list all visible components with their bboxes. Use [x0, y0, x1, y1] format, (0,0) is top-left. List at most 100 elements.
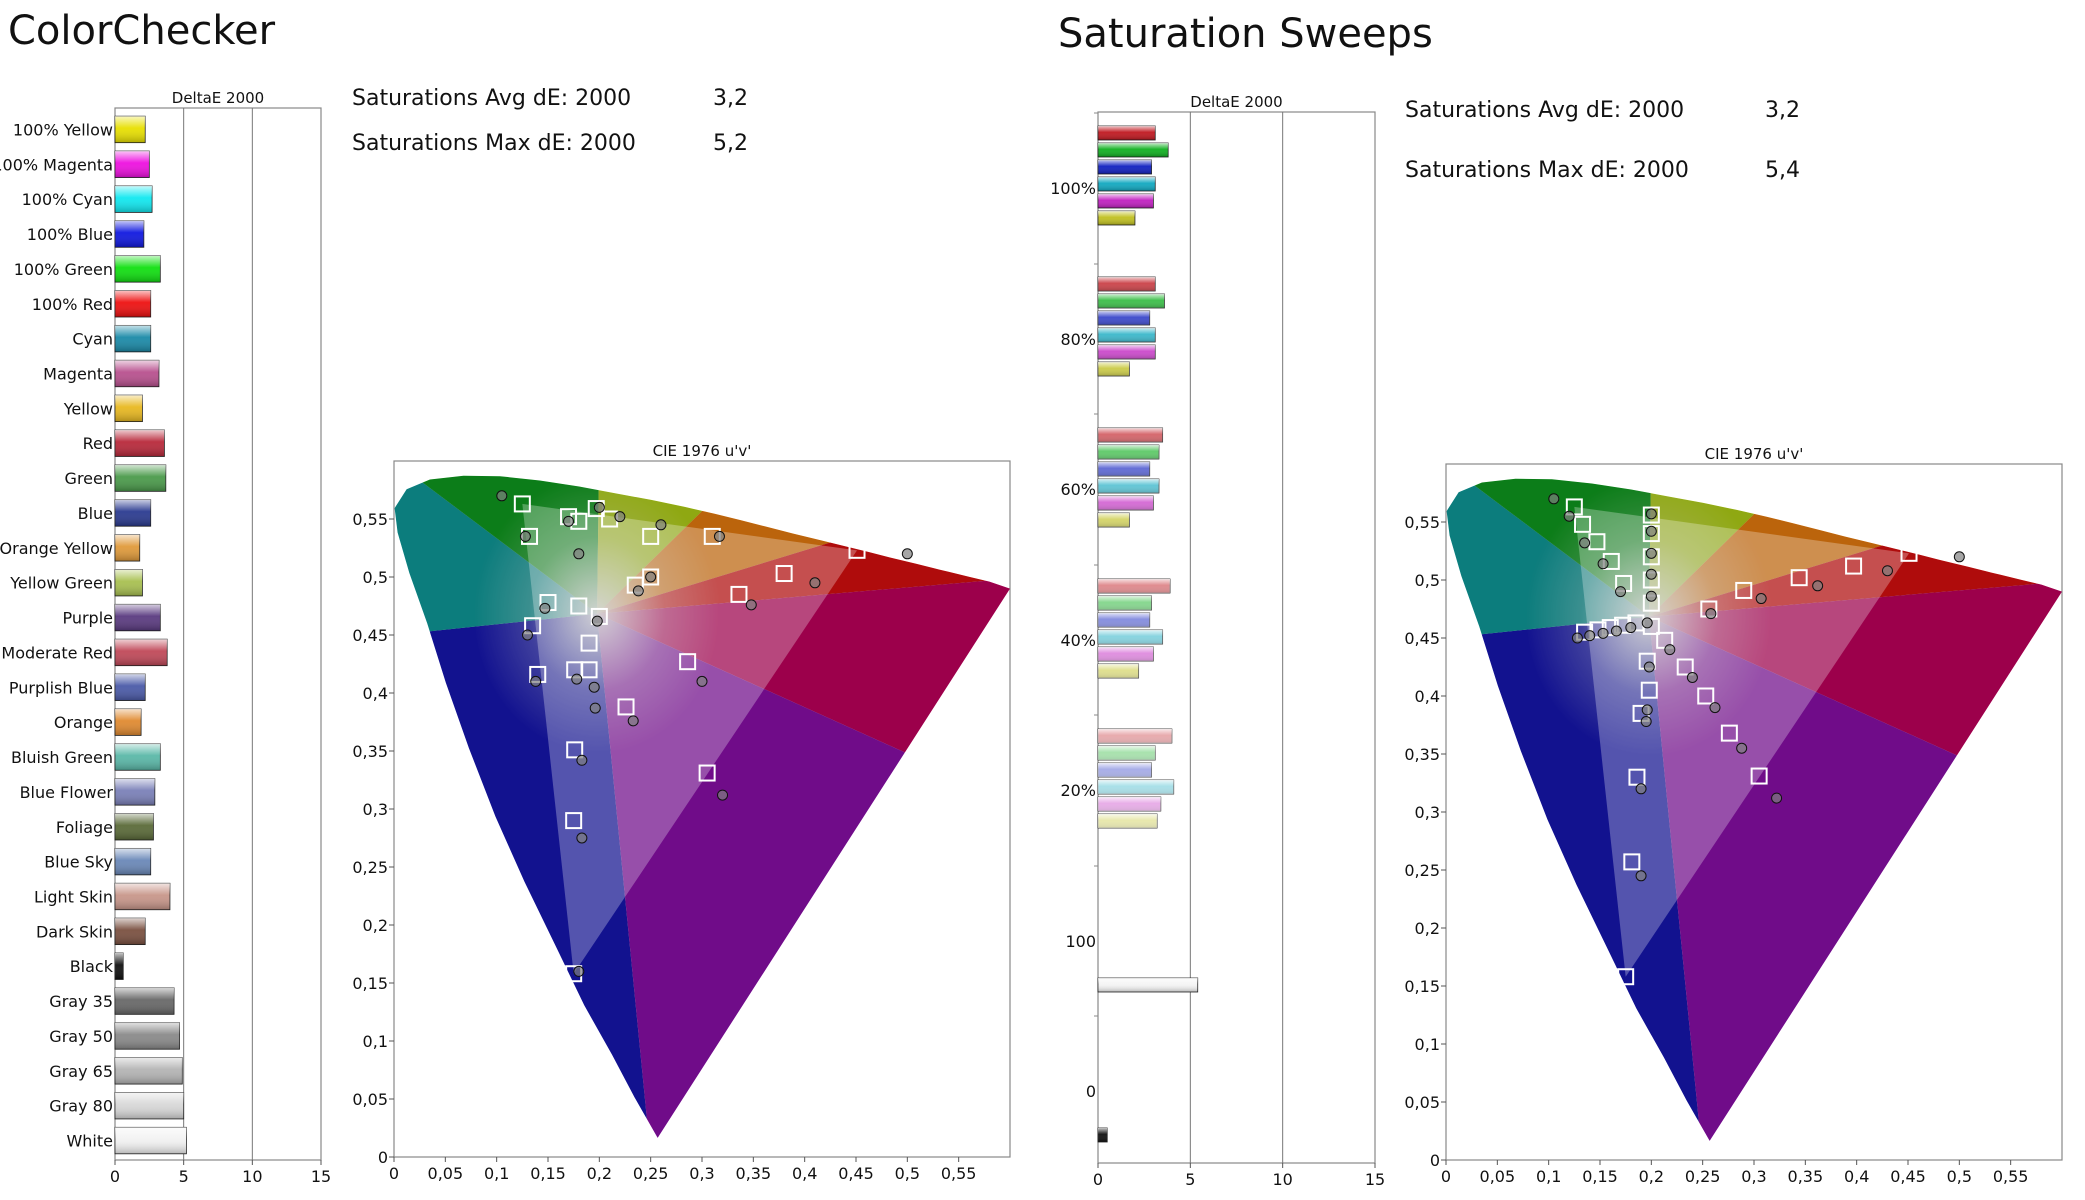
bar-orange-yellow-gloss — [115, 534, 140, 562]
category-label: Gray 50 — [49, 1027, 113, 1046]
bar-gray-80-gloss — [115, 1092, 184, 1119]
measured-circle-marker — [1645, 508, 1657, 520]
target-square-marker — [1623, 853, 1641, 871]
bar-100-red-gloss — [115, 290, 151, 318]
group-label: 20% — [1060, 781, 1096, 800]
measured-circle-marker — [588, 681, 600, 693]
cie-y-tick-label: 0,5 — [1415, 571, 1440, 590]
cie-y-tick-label: 0,05 — [352, 1090, 388, 1109]
stat-label: Saturations Avg dE: 2000 — [352, 86, 631, 111]
measured-circle-marker — [1953, 551, 1965, 563]
cie-y-tick-label: 0,2 — [363, 916, 388, 935]
group-label: 60% — [1060, 480, 1096, 499]
measured-circle-marker — [1736, 742, 1748, 754]
cie-x-tick-label: 0,1 — [484, 1164, 509, 1183]
measured-circle-marker — [1812, 580, 1824, 592]
stat-label: Saturations Avg dE: 2000 — [1405, 98, 1684, 123]
bar-chart-title: DeltaE 2000 — [1190, 93, 1282, 111]
stat-value: 3,2 — [713, 86, 748, 111]
cie-y-tick-label: 0,1 — [363, 1032, 388, 1051]
cie-x-tick-label: 0 — [1441, 1167, 1451, 1186]
category-label: 100% Green — [14, 260, 113, 279]
cie-x-tick-label: 0,25 — [633, 1164, 669, 1183]
bar-fade — [1098, 647, 1154, 661]
bar-fade — [1098, 445, 1159, 459]
bar-100-magenta-gloss — [115, 151, 150, 178]
bar-fade — [1098, 664, 1139, 678]
measured-circle-marker — [496, 490, 508, 502]
cie-y-tick-label: 0,2 — [1415, 919, 1440, 938]
measured-circle-marker — [614, 511, 626, 523]
measured-circle-marker — [632, 585, 644, 597]
bar-fade — [1098, 462, 1150, 476]
target-square-marker — [642, 568, 660, 586]
bar-purple-gloss — [115, 604, 161, 631]
bar-purplish-blue-gloss — [115, 674, 146, 701]
target-square-marker — [1735, 581, 1753, 599]
cie-x-tick-label: 0,4 — [1844, 1167, 1869, 1186]
category-label: Magenta — [43, 365, 113, 384]
cie-y-tick-label: 0,45 — [352, 626, 388, 645]
measured-circle-marker — [573, 548, 585, 560]
measured-circle-marker — [1645, 525, 1657, 537]
target-square-marker — [1900, 544, 1918, 562]
bar-fade — [1098, 513, 1130, 527]
sweep-bar-60pct-3-gloss — [1098, 462, 1150, 476]
bar-fade — [1098, 496, 1154, 510]
measured-circle-marker — [655, 519, 667, 531]
bar-white-gloss — [115, 1127, 187, 1154]
colorchecker-stats: Saturations Avg dE: 2000 3,2 Saturations M… — [352, 86, 748, 156]
colorchecker-title: ColorChecker — [8, 8, 276, 54]
measured-circle-marker — [1615, 586, 1627, 598]
category-label: Red — [83, 434, 113, 453]
cie-x-tick-label: 0,05 — [1480, 1167, 1516, 1186]
sweep-bar-100pct-4-gloss — [1098, 177, 1156, 191]
cie-y-tick-label: 0,55 — [1404, 513, 1440, 532]
cie-x-tick-label: 0,45 — [1890, 1167, 1926, 1186]
sweep-bar-40pct-1-gloss — [1098, 579, 1171, 593]
category-label: Gray 80 — [49, 1097, 113, 1116]
target-square-marker — [730, 585, 748, 603]
target-square-marker — [848, 541, 866, 559]
bar-x-tick-label: 0 — [110, 1167, 120, 1186]
cie-x-tick-label: 0,3 — [1741, 1167, 1766, 1186]
target-square-marker — [1697, 687, 1715, 705]
measured-circle-marker — [521, 629, 533, 641]
bar-gray-50-gloss — [115, 1022, 180, 1050]
cie-x-tick-label: 0,1 — [1536, 1167, 1561, 1186]
cie-color-sector — [1649, 616, 2062, 1141]
colorchecker-deltae-bar-chart: DeltaE 2000 0 5 10 15 100% Yellow 100% Magenta… — [0, 89, 331, 1186]
measured-circle-marker — [1709, 702, 1721, 714]
target-square-marker — [679, 653, 697, 671]
bar-fade — [1098, 763, 1152, 777]
measured-circle-marker — [539, 602, 551, 614]
stat-label: Saturations Max dE: 2000 — [1405, 158, 1689, 183]
sweep-bar-40pct-6-gloss — [1098, 664, 1139, 678]
measured-circle-marker — [1645, 547, 1657, 559]
measured-circle-marker — [1705, 608, 1717, 620]
cie-y-tick-label: 0,4 — [363, 684, 388, 703]
measured-circle-marker — [1645, 568, 1657, 580]
measured-circle-marker — [1597, 627, 1609, 639]
sweep-bar-100pct-3-gloss — [1098, 160, 1152, 174]
measured-circle-marker — [1640, 716, 1652, 728]
bar-plot-frame — [114, 107, 322, 1161]
bar-fade — [1098, 294, 1165, 308]
sweep-bar-40pct-2-gloss — [1098, 596, 1152, 610]
cie-x-tick-label: 0,15 — [1582, 1167, 1618, 1186]
target-square-marker — [580, 634, 598, 652]
bar-fade — [1098, 311, 1150, 325]
cie-y-tick-label: 0,3 — [363, 800, 388, 819]
bar-blue-sky-gloss — [115, 848, 151, 875]
category-label: Yellow — [63, 399, 113, 418]
stat-value: 5,4 — [1765, 158, 1800, 183]
bar-fade — [1098, 814, 1158, 828]
sweep-bar-60pct-1-gloss — [1098, 428, 1163, 442]
bar-dark-skin-gloss — [115, 918, 146, 945]
measured-circle-marker — [627, 715, 639, 727]
category-label: Bluish Green — [11, 748, 113, 767]
sweep-bar-100pct-1-gloss — [1098, 126, 1156, 140]
target-square-marker — [570, 597, 588, 615]
bar-100-cyan-gloss — [115, 185, 153, 213]
